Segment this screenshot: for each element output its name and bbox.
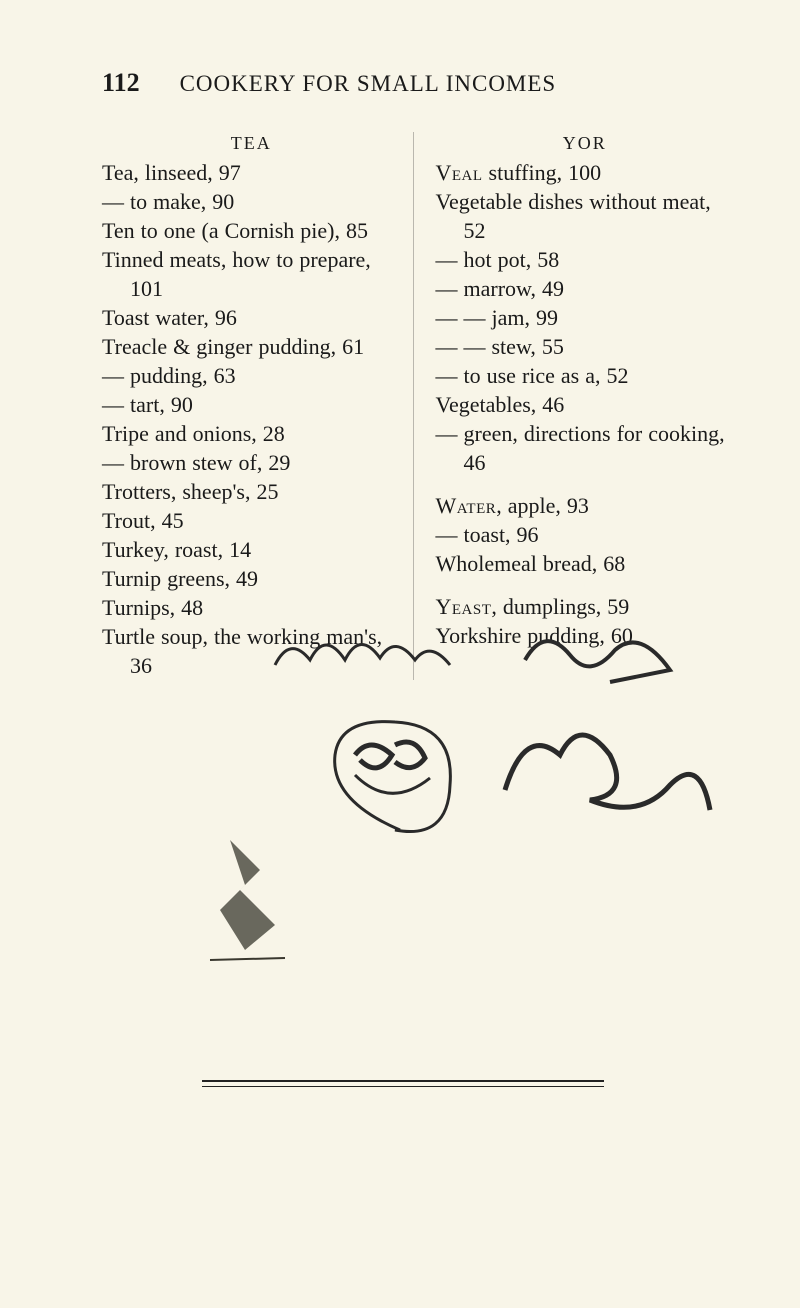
right-head: YOR: [436, 132, 735, 156]
group-spacer: [436, 477, 735, 491]
index-entry: Turkey, roast, 14: [102, 535, 401, 564]
index-entry: Turnips, 48: [102, 593, 401, 622]
index-entry: Vegetables, 46: [436, 390, 735, 419]
index-entry: — — stew, 55: [436, 332, 735, 361]
index-entry-lead: Veal stuffing, 100: [436, 158, 735, 187]
index-entry: Toast water, 96: [102, 303, 401, 332]
index-entry: — green, directions for cooking, 46: [436, 419, 735, 477]
index-entry: Vegetable dishes without meat, 52: [436, 187, 735, 245]
index-entry: — toast, 96: [436, 520, 735, 549]
index-entry: Tea, linseed, 97: [102, 158, 401, 187]
index-entry-lead: Yeast, dumplings, 59: [436, 592, 735, 621]
index-entry: — tart, 90: [102, 390, 401, 419]
left-column: TEA Tea, linseed, 97— to make, 90Ten to …: [102, 132, 414, 680]
left-head: TEA: [102, 132, 401, 156]
page-number: 112: [102, 68, 140, 98]
index-entry: Turtle soup, the working man's, 36: [102, 622, 401, 680]
index-entry-lead: Water, apple, 93: [436, 491, 735, 520]
lead-smallcaps: Water: [436, 493, 497, 518]
book-page: 112 COOKERY FOR SMALL INCOMES TEA Tea, l…: [0, 0, 800, 1308]
index-entry: — hot pot, 58: [436, 245, 735, 274]
group-spacer: [436, 578, 735, 592]
index-entry: — brown stew of, 29: [102, 448, 401, 477]
lead-rest: , apple, 93: [496, 493, 589, 518]
index-entry: — — jam, 99: [436, 303, 735, 332]
index-entry: Yorkshire pudding, 60: [436, 621, 735, 650]
index-entry: Trotters, sheep's, 25: [102, 477, 401, 506]
index-entry: Trout, 45: [102, 506, 401, 535]
page-header: 112 COOKERY FOR SMALL INCOMES: [102, 68, 734, 98]
smudge-mark: [190, 830, 310, 975]
left-entries: Tea, linseed, 97— to make, 90Ten to one …: [102, 158, 401, 681]
index-entry: — to make, 90: [102, 187, 401, 216]
scribble-mark-2: [300, 700, 720, 885]
running-title: COOKERY FOR SMALL INCOMES: [180, 71, 557, 97]
index-entry: Treacle & ginger pudding, 61: [102, 332, 401, 361]
index-entry: Ten to one (a Cornish pie), 85: [102, 216, 401, 245]
index-entry: Wholemeal bread, 68: [436, 549, 735, 578]
index-columns: TEA Tea, linseed, 97— to make, 90Ten to …: [102, 132, 734, 680]
right-column: YOR Veal stuffing, 100Vegetable dishes w…: [430, 132, 735, 680]
index-entry: — marrow, 49: [436, 274, 735, 303]
lead-rest: stuffing, 100: [483, 160, 602, 185]
right-entries: Veal stuffing, 100Vegetable dishes witho…: [436, 158, 735, 651]
lead-rest: , dumplings, 59: [491, 594, 629, 619]
index-entry: — pudding, 63: [102, 361, 401, 390]
index-entry: — to use rice as a, 52: [436, 361, 735, 390]
lead-smallcaps: Veal: [436, 160, 483, 185]
index-entry: Tripe and onions, 28: [102, 419, 401, 448]
index-entry: Tinned meats, how to prepare, 101: [102, 245, 401, 303]
index-entry: Turnip greens, 49: [102, 564, 401, 593]
bottom-rule: [102, 1080, 734, 1087]
lead-smallcaps: Yeast: [436, 594, 492, 619]
